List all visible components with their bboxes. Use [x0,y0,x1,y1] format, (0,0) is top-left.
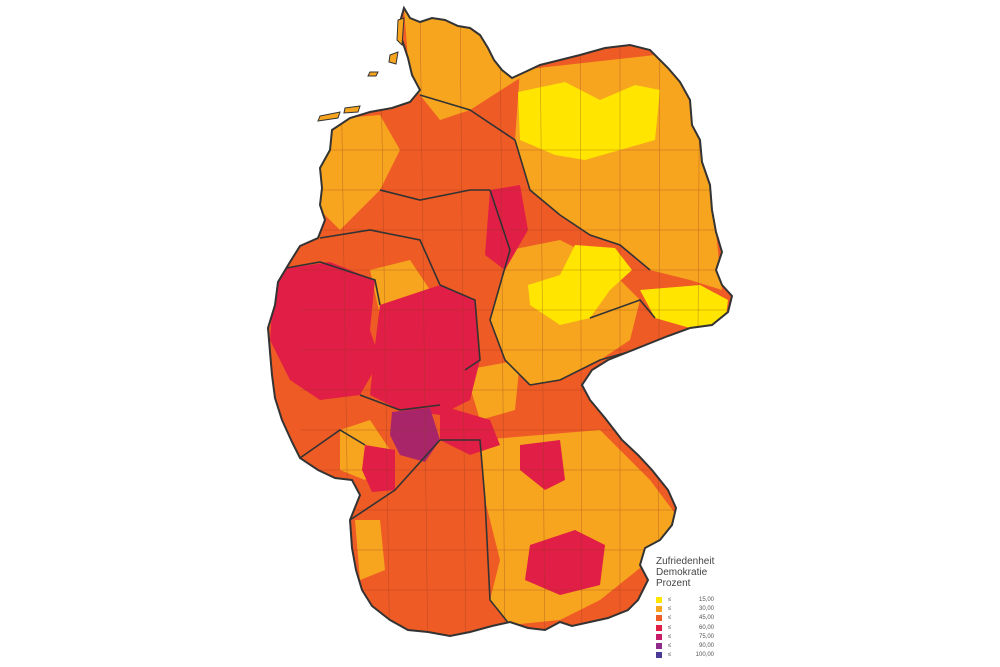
legend: Zufriedenheit Demokratie Prozent ≤15,00 ≤… [656,556,756,660]
region-rhine-main [390,408,440,462]
legend-swatch [656,605,662,612]
region-nuremberg [520,440,565,490]
legend-swatch [656,624,662,631]
legend-operator: ≤ [668,624,672,631]
state-borders [274,94,656,626]
legend-rows: ≤15,00 ≤30,00 ≤45,00 ≤60,00 ≤75,00 ≤90,00 ≤100… [656,595,756,660]
legend-row: ≤90,00 [656,641,756,650]
legend-title-line-1: Zufriedenheit [656,556,715,567]
region-saxony-anhalt [528,245,632,325]
legend-title: Zufriedenheit Demokratie Prozent [656,556,756,589]
legend-title-line-2: Demokratie [656,567,708,578]
legend-operator: ≤ [668,643,672,650]
legend-row: ≤15,00 [656,595,756,604]
legend-row: ≤75,00 [656,632,756,641]
legend-row: ≤100,00 [656,651,756,660]
legend-swatch [656,596,662,603]
legend-value: 75,00 [698,633,714,640]
regions [268,8,732,636]
legend-swatch [656,615,662,622]
legend-value: 90,00 [698,643,714,650]
region-upper-lusatia [640,285,728,328]
legend-value: 60,00 [698,624,714,631]
region-munich [525,530,605,595]
legend-swatch [656,633,662,640]
legend-value: 15,00 [698,596,714,603]
legend-row: ≤45,00 [656,614,756,623]
legend-operator: ≤ [668,596,672,603]
islands [317,17,405,122]
legend-operator: ≤ [668,615,672,622]
legend-title-line-3: Prozent [656,578,691,589]
legend-swatch [656,652,662,659]
legend-operator: ≤ [668,605,672,612]
legend-row: ≤30,00 [656,604,756,613]
region-rhineland [270,262,380,400]
legend-operator: ≤ [668,652,672,659]
legend-row: ≤60,00 [656,623,756,632]
legend-operator: ≤ [668,633,672,640]
legend-swatch [656,643,662,650]
legend-value: 30,00 [698,605,714,612]
region-mecklenburg [518,82,660,160]
legend-value: 100,00 [695,652,714,659]
region-northwest [320,115,400,230]
region-bavaria-east [480,430,680,625]
legend-value: 45,00 [698,615,714,622]
